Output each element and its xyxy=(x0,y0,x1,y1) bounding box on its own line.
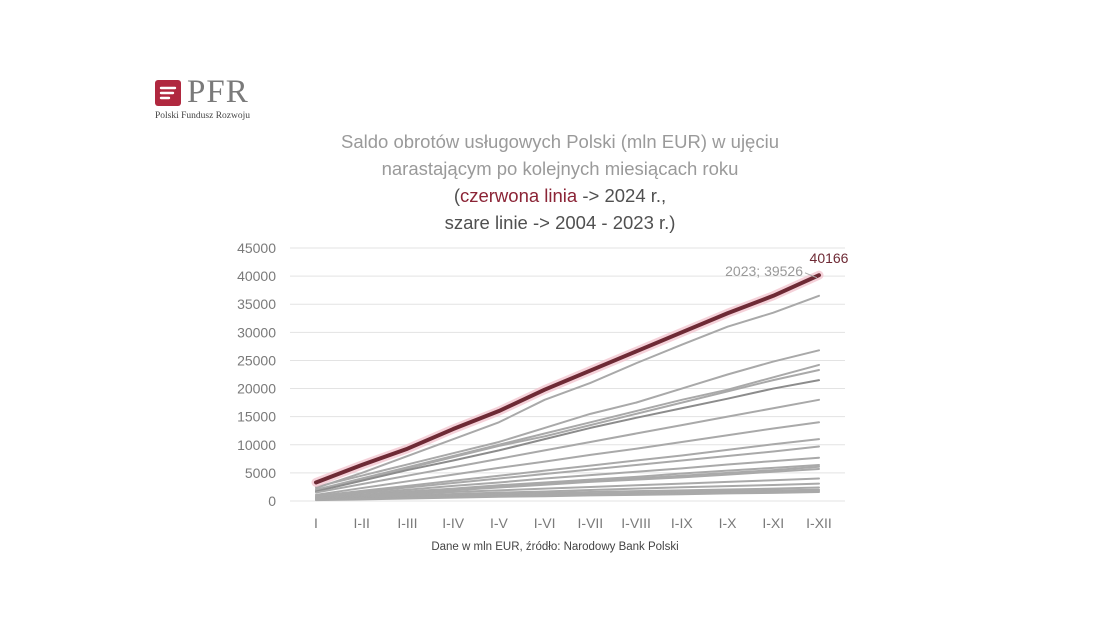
title-2024-label: -> 2024 r., xyxy=(577,185,667,206)
gray-series-group xyxy=(315,294,820,502)
x-tick-label: I-VII xyxy=(578,515,604,531)
x-tick-label: I-IV xyxy=(442,515,464,531)
gray-series-line xyxy=(315,369,820,492)
title-line-4: szare linie -> 2004 - 2023 r.) xyxy=(240,209,880,236)
y-tick-label: 35000 xyxy=(237,296,276,312)
highlight-series-group xyxy=(311,270,824,487)
gray-series-line xyxy=(315,477,820,500)
title-red-line-label: czerwona linia xyxy=(459,185,578,206)
y-tick-label: 30000 xyxy=(237,324,276,340)
x-tick-label: I-V xyxy=(490,515,509,531)
gray-series-line xyxy=(315,421,820,496)
gray-series-line xyxy=(315,464,820,499)
x-tick-label: I-VI xyxy=(534,515,556,531)
annotation-2023-label: 2023; 39526 xyxy=(725,263,803,279)
logo-name: PFR xyxy=(187,74,249,110)
title-gray-lines-label: szare linie xyxy=(444,212,528,233)
x-tick-label: I-X xyxy=(719,515,738,531)
x-tick-label: I-VIII xyxy=(621,515,651,531)
x-tick-label: I-III xyxy=(397,515,417,531)
gray-series-line xyxy=(315,467,820,500)
x-axis-ticks: I I-II I-III I-IV I-V I-VI I-VII I-VIII I-IX I-X I… xyxy=(314,515,832,531)
gray-series-line xyxy=(315,398,820,494)
gray-series-line xyxy=(315,349,820,488)
y-tick-label: 40000 xyxy=(237,268,276,284)
highlight-end-label: 40166 xyxy=(810,250,849,266)
logo-subtitle: Polski Fundusz Rozwoju xyxy=(155,111,251,121)
y-tick-label: 20000 xyxy=(237,381,276,397)
gray-series-line xyxy=(315,491,820,502)
gray-series-line xyxy=(315,294,820,490)
y-tick-label: 15000 xyxy=(237,409,276,425)
y-tick-label: 10000 xyxy=(237,437,276,453)
title-paren: ( xyxy=(453,185,460,206)
x-tick-label: I-II xyxy=(354,515,370,531)
y-axis-ticks: 45000 40000 35000 30000 25000 20000 15000 10000… xyxy=(237,240,276,509)
title-line-2: narastającym po kolejnych miesiącach rok… xyxy=(381,158,739,179)
y-tick-label: 5000 xyxy=(245,465,276,481)
source-note: Dane w mln EUR, źródło: Narodowy Bank Po… xyxy=(431,541,679,553)
gray-series-line xyxy=(315,379,820,493)
title-line-1: Saldo obrotów usługowych Polski (mln EUR… xyxy=(340,131,779,152)
y-tick-label: 45000 xyxy=(237,240,276,256)
x-tick-label: I-IX xyxy=(671,515,693,531)
title-line-3: (czerwona linia -> 2024 r., xyxy=(240,182,880,209)
gray-series-line xyxy=(315,363,820,491)
x-tick-label: I-XII xyxy=(806,515,832,531)
chart-title: Saldo obrotów usługowych Polski (mln EUR… xyxy=(240,128,880,236)
highlight-series-line xyxy=(314,273,821,485)
pfr-logo-icon xyxy=(155,80,181,106)
annotation-leader-line xyxy=(804,272,818,279)
gray-series-line xyxy=(315,445,820,498)
chart-labels: 40166 2023; 39526 xyxy=(725,250,849,279)
x-tick-label: I xyxy=(314,515,318,531)
gray-series-line xyxy=(315,456,820,499)
y-tick-label: 0 xyxy=(268,493,276,509)
x-tick-label: I-XI xyxy=(762,515,784,531)
y-tick-label: 25000 xyxy=(237,352,276,368)
gray-series-line xyxy=(315,438,820,497)
title-years-label: -> 2004 - 2023 r.) xyxy=(527,212,676,233)
